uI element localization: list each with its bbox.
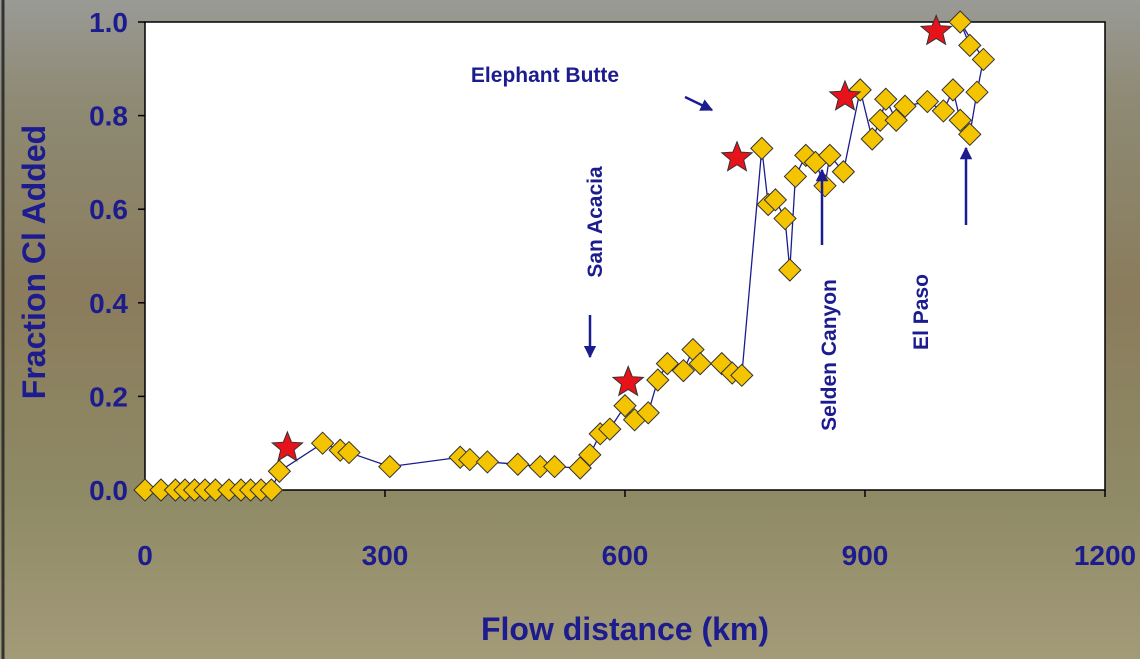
page: {"chart_data": { "type": "scatter", "x_l…	[0, 0, 1140, 659]
x-tick-label: 300	[362, 540, 409, 571]
y-axis-title: Fraction Cl Added	[16, 125, 52, 399]
y-tick-label: 0.6	[89, 194, 128, 225]
y-tick-label: 0.2	[89, 381, 128, 412]
y-tick-label: 1.0	[89, 7, 128, 38]
annotation: San Acacia	[584, 166, 607, 278]
x-tick-label: 900	[842, 540, 889, 571]
y-tick-label: 0.0	[89, 475, 128, 506]
annotation: El Paso	[910, 274, 933, 350]
annotation: Selden Canyon	[818, 279, 841, 431]
x-tick-label: 1200	[1074, 540, 1136, 571]
x-tick-label: 600	[602, 540, 649, 571]
x-axis-title: Flow distance (km)	[481, 611, 769, 647]
x-tick-label: 0	[137, 540, 153, 571]
y-tick-label: 0.8	[89, 101, 128, 132]
chart: Flow distance (km) Fraction Cl Added 0 30…	[0, 0, 1140, 659]
y-tick-label: 0.4	[89, 288, 128, 319]
annotation: Elephant Butte	[471, 64, 619, 87]
